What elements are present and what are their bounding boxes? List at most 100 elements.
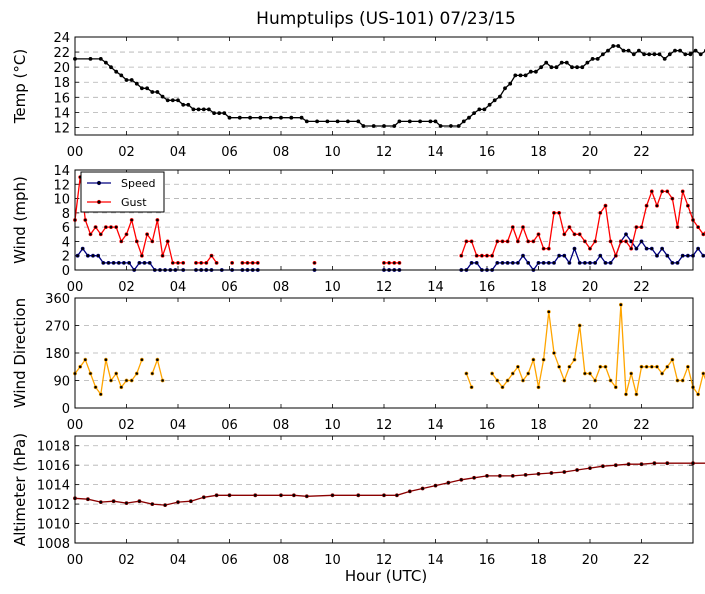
- data-point: [580, 65, 585, 70]
- y-axis-label: Temp (°C): [11, 49, 29, 124]
- data-point: [155, 218, 160, 222]
- data-point: [660, 246, 665, 251]
- data-point: [258, 115, 263, 120]
- data-point: [464, 371, 469, 376]
- data-point: [510, 473, 515, 478]
- data-point: [639, 364, 644, 369]
- data-point: [96, 253, 101, 258]
- data-point: [212, 111, 217, 116]
- data-point: [660, 189, 665, 194]
- data-point: [382, 493, 386, 498]
- data-point: [562, 470, 567, 474]
- data-point: [312, 260, 317, 265]
- data-point: [546, 309, 551, 314]
- data-point: [315, 119, 320, 124]
- x-tick-label: 02: [118, 280, 135, 295]
- data-point: [665, 461, 670, 466]
- data-point: [639, 225, 644, 230]
- data-point: [291, 493, 296, 498]
- data-point: [438, 124, 443, 128]
- y-tick-label: 1012: [37, 498, 70, 513]
- y-tick-label: 1014: [37, 479, 70, 494]
- data-point: [176, 98, 180, 103]
- data-point: [693, 48, 698, 53]
- y-tick-label: 4: [62, 235, 70, 250]
- data-point: [497, 473, 502, 478]
- series-line: [77, 247, 184, 272]
- data-point: [122, 260, 126, 265]
- data-point: [601, 464, 605, 469]
- y-tick-label: 1018: [37, 440, 70, 455]
- data-point: [701, 232, 705, 237]
- data-point: [505, 260, 510, 265]
- data-point: [526, 371, 531, 376]
- data-point: [552, 351, 556, 355]
- data-point: [624, 392, 628, 397]
- data-point: [670, 260, 675, 265]
- x-tick-label: 14: [427, 553, 444, 568]
- y-tick-label: 90: [53, 375, 70, 390]
- data-point: [459, 253, 464, 258]
- x-tick-label: 16: [479, 553, 496, 568]
- data-point: [227, 115, 232, 120]
- data-point: [686, 364, 690, 369]
- data-point: [387, 260, 392, 265]
- data-point: [134, 371, 139, 376]
- data-point: [129, 78, 134, 82]
- data-point: [503, 86, 507, 91]
- data-point: [608, 378, 613, 383]
- x-tick-label: 02: [118, 145, 135, 160]
- y-tick-label: 6: [62, 221, 70, 236]
- data-point: [80, 246, 85, 251]
- data-point: [91, 253, 95, 258]
- y-tick-label: 8: [62, 207, 70, 222]
- data-point: [675, 260, 680, 265]
- data-point: [129, 218, 134, 222]
- data-point: [696, 246, 701, 251]
- series-0: [73, 302, 705, 397]
- data-point: [497, 94, 502, 99]
- data-point: [469, 239, 474, 244]
- data-point: [536, 260, 541, 265]
- data-point: [477, 107, 482, 112]
- data-point: [181, 102, 186, 107]
- data-point: [572, 357, 577, 362]
- data-point: [245, 260, 250, 265]
- data-point: [104, 60, 108, 65]
- series-line: [74, 358, 143, 396]
- data-point: [237, 115, 242, 120]
- data-point: [619, 239, 623, 244]
- legend-box: [80, 171, 165, 213]
- data-point: [559, 60, 564, 65]
- data-point: [495, 378, 500, 383]
- data-point: [678, 48, 683, 53]
- data-point: [541, 357, 546, 362]
- data-point: [114, 371, 119, 376]
- y-tick-label: 18: [53, 76, 70, 91]
- data-point: [88, 232, 93, 237]
- data-point: [665, 253, 670, 258]
- data-point: [98, 57, 103, 61]
- data-point: [567, 225, 572, 230]
- x-tick-label: 18: [530, 145, 547, 160]
- x-tick-label: 00: [67, 553, 84, 568]
- data-point: [397, 119, 402, 124]
- data-point: [479, 253, 484, 258]
- data-point: [448, 124, 453, 128]
- data-point: [139, 357, 144, 362]
- data-point: [500, 385, 505, 390]
- data-point: [567, 260, 572, 265]
- chart-title: Humptulips (US-101) 07/23/15: [256, 9, 516, 29]
- data-point: [500, 239, 505, 244]
- y-tick-label: 16: [53, 91, 70, 106]
- x-tick-label: 22: [633, 145, 650, 160]
- data-point: [649, 189, 654, 194]
- data-point: [523, 73, 528, 78]
- data-point: [83, 357, 88, 362]
- data-point: [469, 385, 474, 390]
- data-point: [590, 57, 595, 61]
- data-point: [194, 260, 198, 265]
- data-point: [696, 225, 701, 230]
- data-point: [150, 371, 155, 376]
- data-point: [536, 385, 541, 390]
